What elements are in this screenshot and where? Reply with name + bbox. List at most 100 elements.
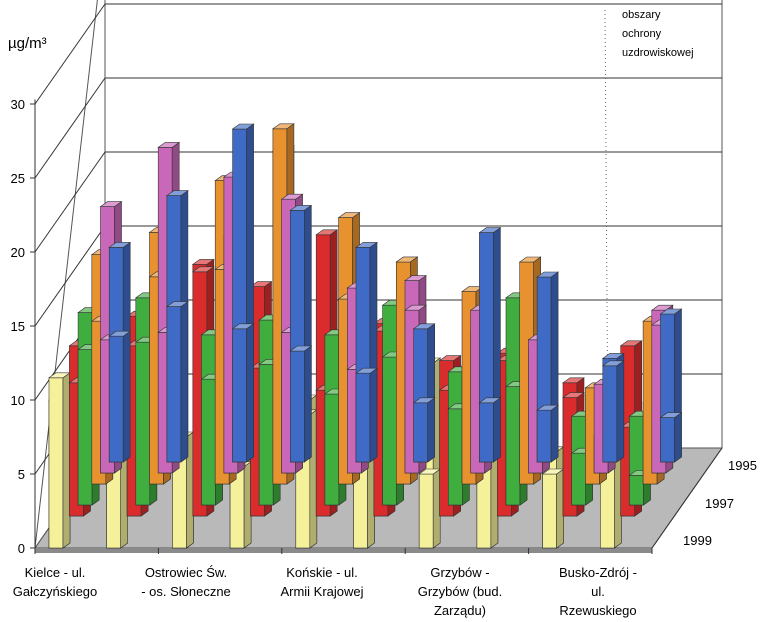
bar-top <box>249 281 273 287</box>
bar-front <box>629 475 644 506</box>
bar-top <box>536 404 560 411</box>
bar-top <box>108 242 132 248</box>
bar-front <box>108 335 124 463</box>
y-tick-label: 10 <box>11 393 25 408</box>
depth-axis-labels: 1995 1997 1999 <box>651 447 757 549</box>
bar <box>659 412 683 463</box>
bar-top <box>157 142 181 148</box>
bar-front <box>48 377 64 549</box>
bar-top <box>165 301 189 307</box>
bar-front <box>536 409 552 463</box>
spa-zone-divider <box>604 9 609 445</box>
bar-top <box>412 397 436 404</box>
bar-front <box>201 378 216 506</box>
bar-top <box>355 242 378 248</box>
bar-top <box>191 266 215 273</box>
bar-side <box>674 412 682 463</box>
bar <box>412 397 436 463</box>
y-tick-label: 15 <box>11 319 25 334</box>
bar-top <box>289 345 313 352</box>
x-category-label: Ostrowiec Św. - os. Słoneczne <box>141 565 231 599</box>
bar <box>108 330 132 463</box>
y-tick-label: 5 <box>18 467 25 482</box>
annotation-line: uzdrowiskowej <box>622 47 694 59</box>
depth-label: 1997 <box>705 496 734 511</box>
bar-side <box>493 397 501 463</box>
bar <box>229 461 253 549</box>
bar-top <box>601 353 625 359</box>
bar-top <box>165 190 189 196</box>
bar-side <box>556 468 564 549</box>
bar-front <box>77 349 93 506</box>
bar-side <box>180 301 189 463</box>
depth-axis-line <box>651 447 723 549</box>
bar-top <box>108 330 132 337</box>
bar-front <box>355 372 371 463</box>
gridline-side <box>34 3 106 105</box>
bar-side <box>432 468 441 549</box>
bar-side <box>243 461 252 549</box>
bar-top <box>518 256 542 263</box>
bar-side <box>62 372 71 549</box>
bar-top <box>99 201 123 207</box>
bar-front <box>418 473 434 549</box>
gridline-side <box>34 225 106 327</box>
bar-top <box>280 193 304 200</box>
x-category-label: Grzybów -Grzybów (bud. Zarządu) <box>418 565 503 618</box>
bar-front <box>324 393 340 506</box>
bar-top <box>355 367 378 374</box>
bar-top <box>271 123 295 130</box>
bar-top <box>659 412 683 418</box>
gridline-side <box>34 151 106 253</box>
bar-side <box>122 330 131 463</box>
annotation-line: obszary <box>622 9 661 21</box>
x-category-label: Końskie - ul. Armii Krajowej <box>280 565 363 599</box>
bar-front <box>505 386 521 506</box>
depth-label: 1999 <box>683 533 712 548</box>
bar-side <box>369 367 378 463</box>
annotation-line: ochrony <box>622 28 662 40</box>
bar-front <box>447 408 463 506</box>
bar-top <box>412 323 436 330</box>
bar-top <box>315 229 339 236</box>
bar-top <box>659 308 683 315</box>
bars-layer <box>48 123 683 549</box>
bar-side <box>303 345 312 463</box>
y-tick-label: 30 <box>11 97 25 112</box>
bar-front <box>571 452 587 506</box>
bar-top <box>562 377 585 384</box>
bar <box>165 301 189 463</box>
bar-top <box>478 397 502 404</box>
bar-front <box>289 350 305 463</box>
bar <box>418 468 442 549</box>
bar-top <box>619 340 643 347</box>
bar-top <box>289 205 313 211</box>
bar <box>48 372 71 549</box>
bar-top <box>562 392 585 398</box>
bar-front <box>382 356 397 506</box>
bar-front <box>660 417 675 463</box>
bar-front <box>602 365 618 463</box>
bar-front <box>166 306 182 463</box>
depth-label: 1995 <box>728 458 757 473</box>
bar-front <box>232 328 247 463</box>
bar-top <box>191 259 215 265</box>
bar-top <box>438 355 462 361</box>
bar-front <box>135 341 151 506</box>
bar <box>289 345 313 463</box>
x-category-label: Kielce - ul. Gałczyńskiego <box>13 565 98 599</box>
x-axis-labels: Kielce - ul. Gałczyńskiego Ostrowiec Św. - … <box>13 548 653 618</box>
bar-front <box>258 364 274 506</box>
y-tick-label: 20 <box>11 245 25 260</box>
bar <box>231 323 255 463</box>
bar-front <box>542 473 557 549</box>
bar-top <box>231 323 255 330</box>
bar <box>355 367 378 463</box>
y-axis-unit-label: µg/m³ <box>8 35 47 52</box>
bar-front <box>479 402 494 463</box>
bar-top <box>404 275 427 281</box>
bar-side <box>550 404 559 463</box>
bar-top <box>404 304 427 311</box>
y-tick-label: 0 <box>18 541 25 556</box>
bar-top <box>337 212 361 218</box>
